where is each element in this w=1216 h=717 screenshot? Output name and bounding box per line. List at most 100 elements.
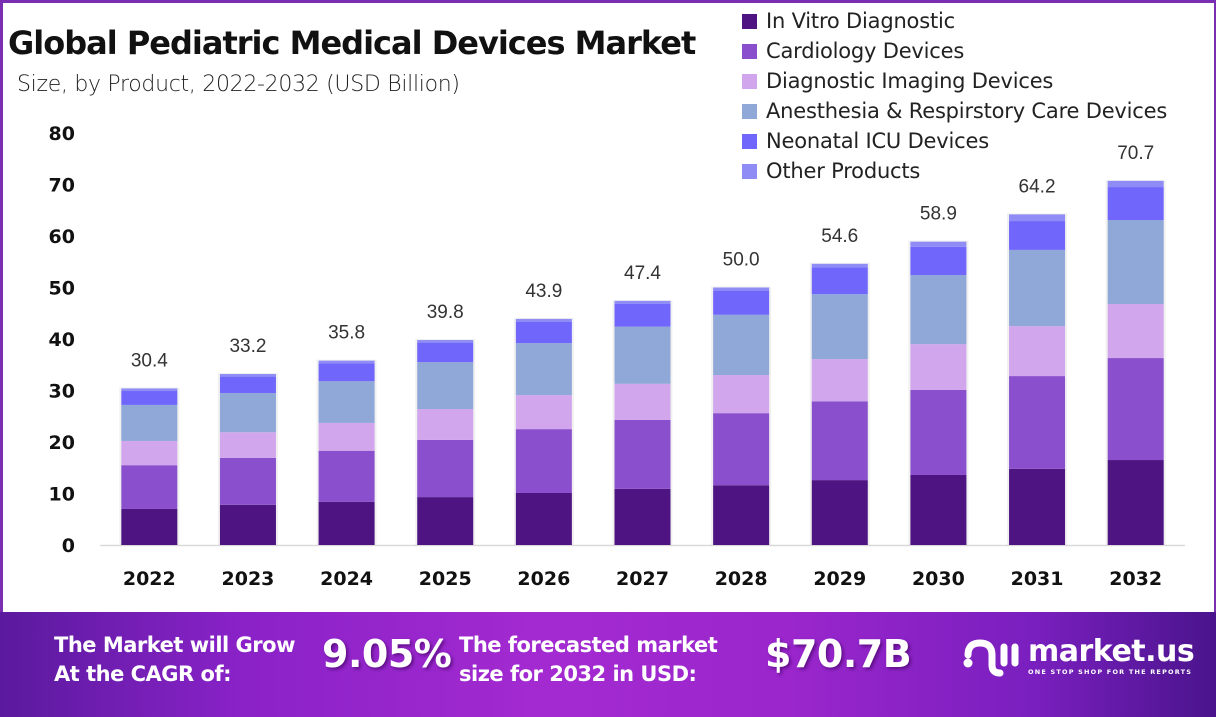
legend-item-other-products: Other Products xyxy=(742,156,1167,186)
cagr-label-line1: The Market will Grow xyxy=(54,633,295,657)
chart-legend: In Vitro Diagnostic Cardiology Devices Dia… xyxy=(742,6,1167,186)
bar-group-2026 xyxy=(513,317,574,545)
bar-segment-neonatal-icu-devices xyxy=(318,363,375,382)
bar-segment-other-products xyxy=(811,263,868,268)
legend-swatch xyxy=(742,133,757,149)
chart-subtitle: Size, by Product, 2022-2032 (USD Billion… xyxy=(17,72,460,97)
bar-group-2032 xyxy=(1105,179,1166,545)
bar-total-label: 64.2 xyxy=(1019,176,1056,197)
bar-segment-diagnostic-imaging-devices xyxy=(515,395,572,430)
bar-segment-other-products xyxy=(417,340,474,343)
y-tick-label: 80 xyxy=(49,123,75,145)
bar-segment-other-products xyxy=(219,374,276,377)
bar-segment-anesthesia-respirstory-care-devices xyxy=(910,275,967,345)
bar-segment-neonatal-icu-devices xyxy=(1009,221,1066,250)
bar-segment-anesthesia-respirstory-care-devices xyxy=(713,314,770,376)
bar-segment-anesthesia-respirstory-care-devices xyxy=(121,404,178,441)
bar-segment-anesthesia-respirstory-care-devices xyxy=(1009,249,1066,327)
legend-label: Cardiology Devices xyxy=(766,39,965,63)
legend-swatch xyxy=(742,103,757,119)
bar-segment-diagnostic-imaging-devices xyxy=(811,359,868,402)
bar-segment-diagnostic-imaging-devices xyxy=(910,344,967,390)
bar-segment-diagnostic-imaging-devices xyxy=(417,409,474,440)
bar-group-2027 xyxy=(612,299,673,545)
legend-swatch xyxy=(742,163,757,179)
bar-segment-cardiology-devices xyxy=(1009,376,1066,469)
bar-group-2023 xyxy=(217,373,278,545)
bar-segment-neonatal-icu-devices xyxy=(614,303,671,327)
bar-segment-other-products xyxy=(121,388,178,392)
bar-group-2025 xyxy=(415,339,476,545)
bar-segment-diagnostic-imaging-devices xyxy=(1107,303,1164,359)
bar-segment-neonatal-icu-devices xyxy=(910,246,967,276)
bar-segment-other-products xyxy=(515,318,572,323)
bar-group-2028 xyxy=(711,286,772,545)
x-tick-label: 2022 xyxy=(123,568,176,590)
legend-item-diagnostic-imaging-devices: Diagnostic Imaging Devices xyxy=(742,66,1167,96)
bar-segment-other-products xyxy=(318,360,375,364)
bar-total-label: 58.9 xyxy=(920,204,957,225)
stacked-bar-chart: 0102030405060708030.4202233.2202335.8202… xyxy=(49,123,1185,590)
market-us-logo: market.us ONE STOP SHOP FOR THE REPORTS xyxy=(962,634,1195,677)
bar-total-label: 33.2 xyxy=(229,336,266,357)
bar-segment-neonatal-icu-devices xyxy=(219,376,276,394)
forecast-value: $70.7B xyxy=(765,632,912,676)
forecast-label-line1: The forecasted market xyxy=(459,633,718,657)
bar-segment-cardiology-devices xyxy=(219,457,276,505)
bar-segment-neonatal-icu-devices xyxy=(417,342,474,363)
market-us-logo-icon xyxy=(963,638,1019,676)
bar-group-2024 xyxy=(316,359,377,545)
y-tick-label: 50 xyxy=(49,278,75,300)
logo-name: market.us xyxy=(1028,634,1195,669)
x-tick-label: 2028 xyxy=(715,568,768,590)
y-tick-label: 20 xyxy=(49,432,75,454)
bar-segment-in-vitro-diagnostic xyxy=(318,501,375,545)
y-tick-label: 30 xyxy=(49,381,75,403)
bar-segment-diagnostic-imaging-devices xyxy=(1009,326,1066,377)
bar-segment-cardiology-devices xyxy=(614,419,671,489)
legend-item-neonatal-icu-devices: Neonatal ICU Devices xyxy=(742,126,1167,156)
bar-segment-cardiology-devices xyxy=(318,450,375,502)
bar-segment-anesthesia-respirstory-care-devices xyxy=(1107,220,1164,304)
x-tick-label: 2032 xyxy=(1109,568,1162,590)
legend-label: In Vitro Diagnostic xyxy=(766,9,955,33)
bar-segment-cardiology-devices xyxy=(121,465,178,509)
bar-segment-anesthesia-respirstory-care-devices xyxy=(417,362,474,410)
x-tick-label: 2023 xyxy=(222,568,275,590)
legend-label: Other Products xyxy=(766,159,921,183)
bar-segment-cardiology-devices xyxy=(417,439,474,498)
bar-total-label: 35.8 xyxy=(328,323,365,344)
bar-segment-neonatal-icu-devices xyxy=(515,322,572,344)
bar-segment-in-vitro-diagnostic xyxy=(614,488,671,545)
y-tick-label: 60 xyxy=(49,226,75,248)
legend-item-cardiology-devices: Cardiology Devices xyxy=(742,36,1167,66)
bar-total-label: 47.4 xyxy=(624,263,661,284)
y-tick-label: 10 xyxy=(49,484,75,506)
bar-segment-cardiology-devices xyxy=(811,401,868,481)
bar-segment-in-vitro-diagnostic xyxy=(219,504,276,545)
x-tick-label: 2027 xyxy=(616,568,669,590)
bar-segment-in-vitro-diagnostic xyxy=(1009,468,1066,545)
bar-segment-in-vitro-diagnostic xyxy=(1107,460,1164,545)
legend-item-in-vitro-diagnostic: In Vitro Diagnostic xyxy=(742,6,1167,36)
x-tick-label: 2031 xyxy=(1011,568,1064,590)
bar-segment-cardiology-devices xyxy=(910,389,967,475)
bar-segment-cardiology-devices xyxy=(713,413,770,486)
bar-segment-in-vitro-diagnostic xyxy=(713,485,770,545)
bar-segment-other-products xyxy=(1107,180,1164,188)
bar-group-2031 xyxy=(1007,213,1068,545)
legend-swatch xyxy=(742,13,757,29)
legend-label: Neonatal ICU Devices xyxy=(766,129,989,153)
bar-total-label: 70.7 xyxy=(1117,143,1154,164)
y-tick-label: 70 xyxy=(49,175,75,197)
bar-segment-neonatal-icu-devices xyxy=(1107,187,1164,221)
forecast-label: The forecasted market size for 2032 in U… xyxy=(459,631,718,689)
bar-segment-in-vitro-diagnostic xyxy=(417,497,474,545)
legend-label: Anesthesia & Respirstory Care Devices xyxy=(766,99,1168,123)
x-tick-label: 2025 xyxy=(419,568,472,590)
y-tick-label: 40 xyxy=(49,329,75,351)
bar-total-label: 30.4 xyxy=(131,350,168,371)
legend-swatch xyxy=(742,73,757,89)
bar-segment-neonatal-icu-devices xyxy=(713,290,770,315)
cagr-label: The Market will Grow At the CAGR of: xyxy=(54,631,295,689)
